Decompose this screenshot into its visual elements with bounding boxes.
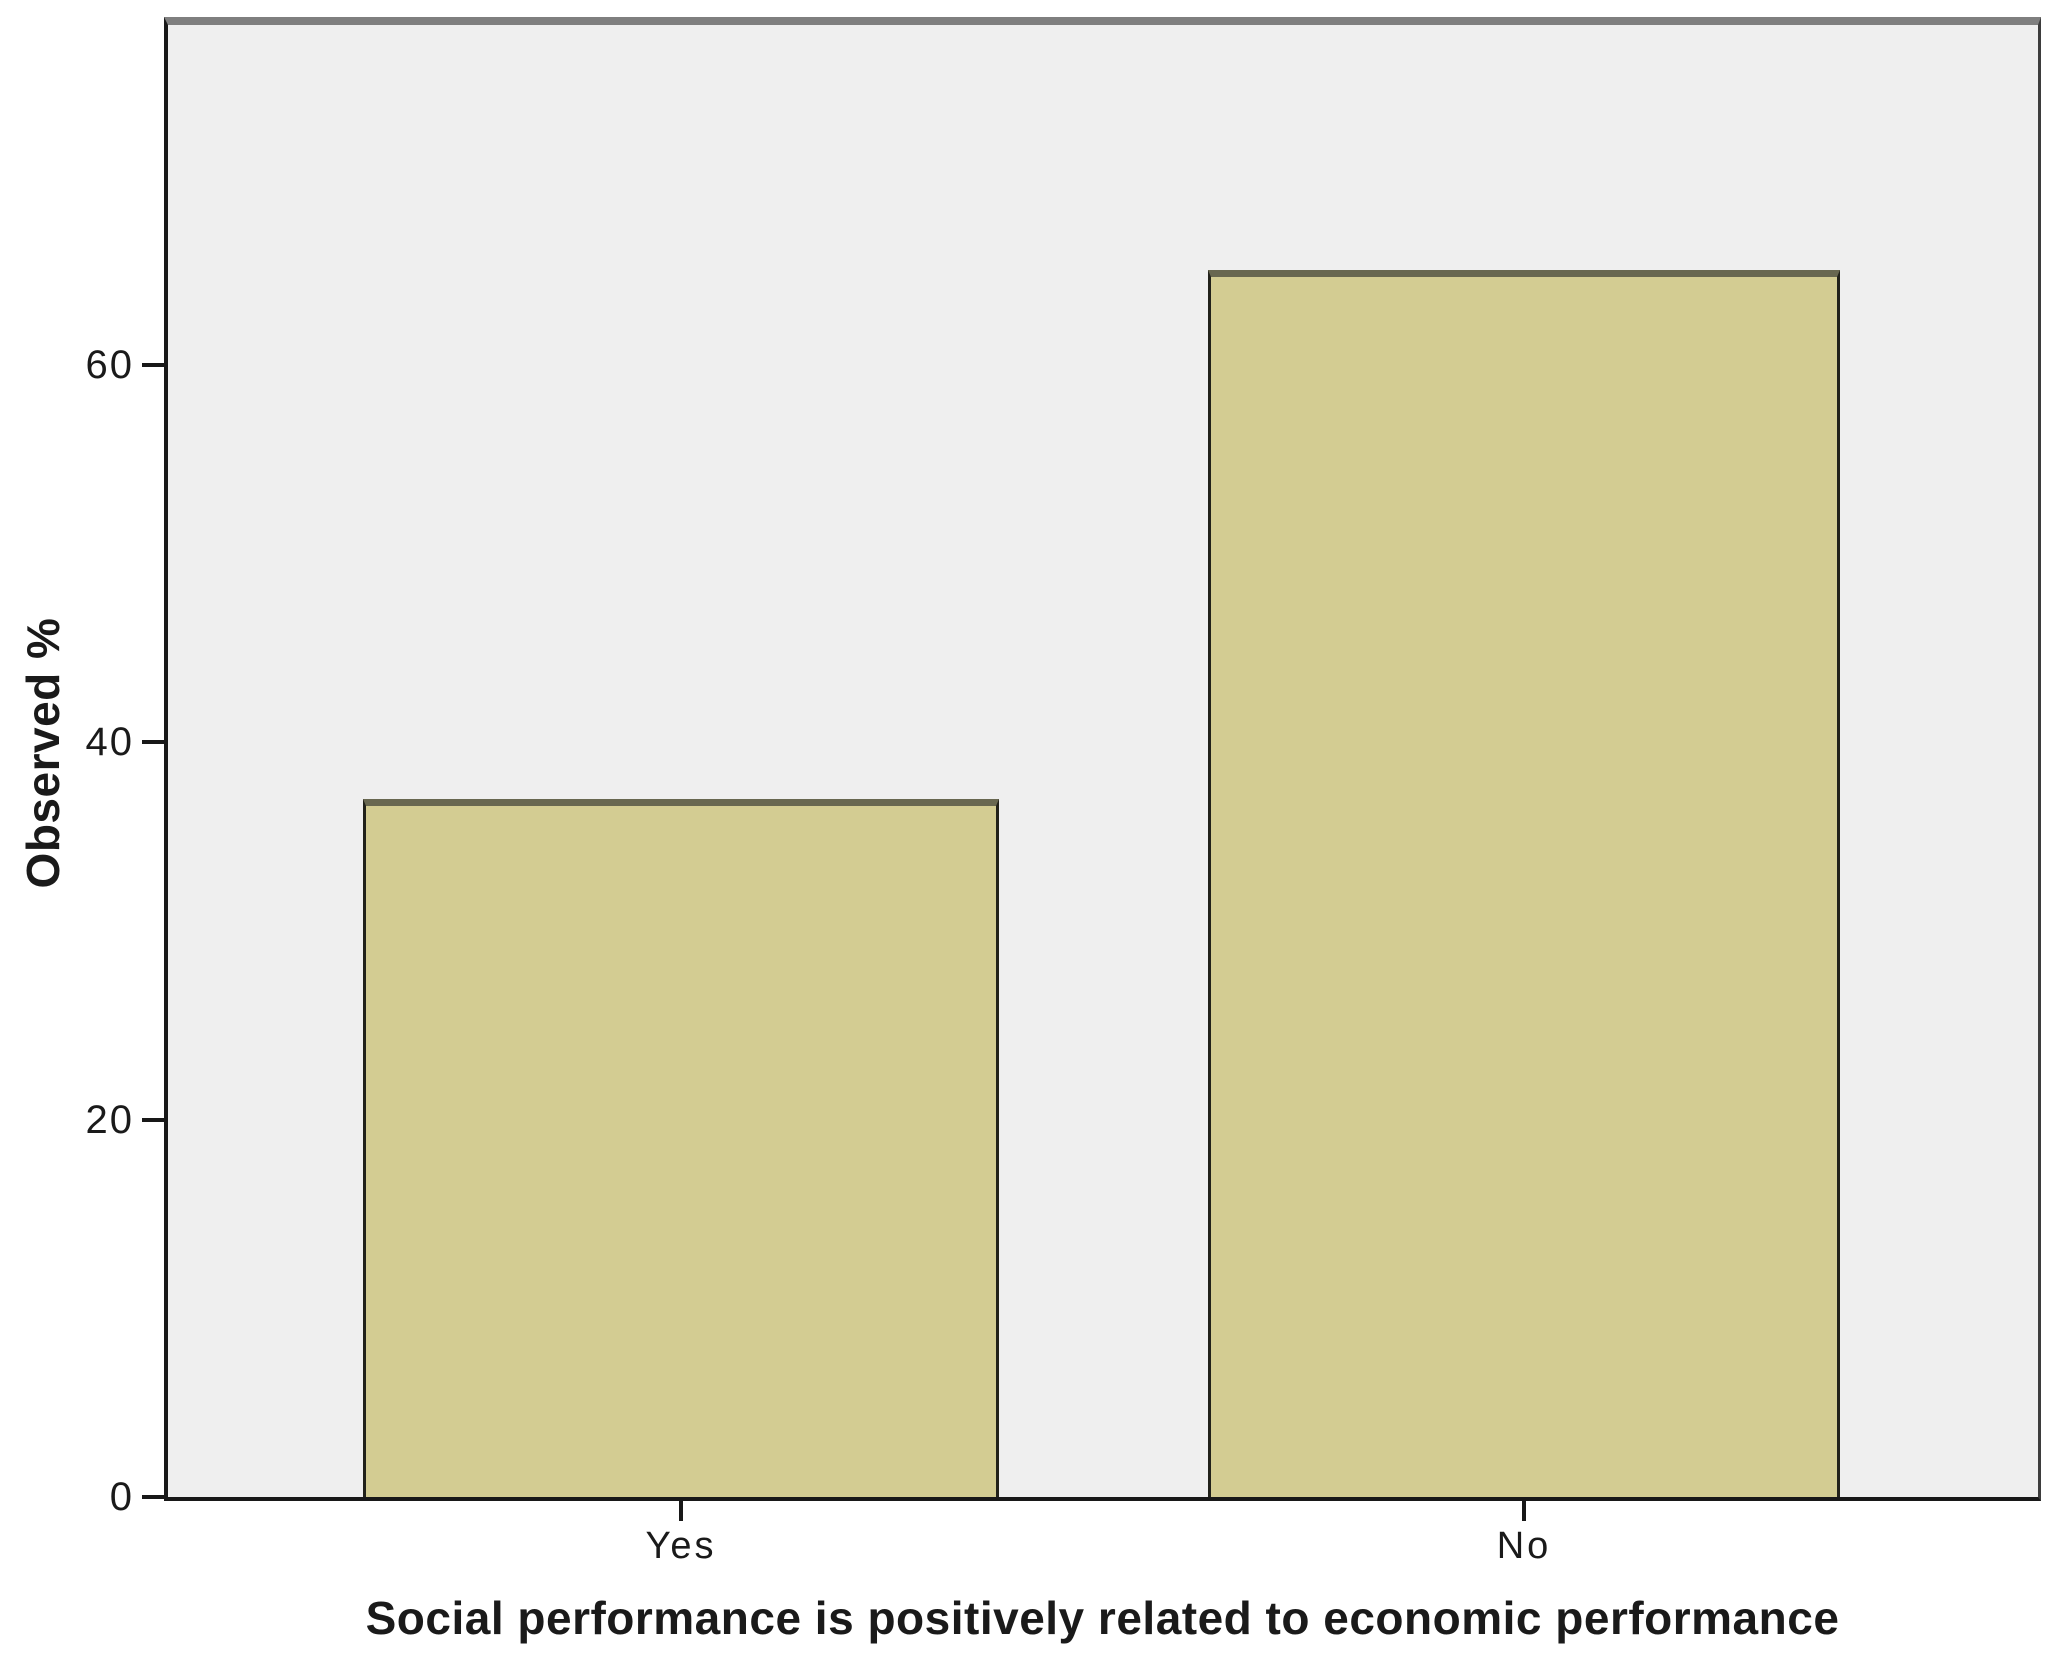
- x-tick-mark-yes: [679, 1501, 683, 1521]
- y-tick-label-40: 40: [85, 720, 134, 765]
- x-tick-mark-no: [1522, 1501, 1526, 1521]
- x-axis-title: Social performance is positively related…: [365, 1592, 1840, 1644]
- y-tick-mark-20: [142, 1117, 164, 1122]
- y-tick-label-60: 60: [85, 342, 134, 387]
- x-tick-label-yes: Yes: [645, 1525, 717, 1567]
- y-tick-mark-0: [142, 1495, 164, 1499]
- x-tick-label-no: No: [1496, 1525, 1552, 1567]
- y-tick-label-20: 20: [85, 1097, 134, 1142]
- bar-no: [1208, 270, 1840, 1497]
- y-tick-label-0: 0: [109, 1475, 134, 1519]
- plot-area: 0 20 40 60 Yes No: [86, 17, 2041, 1565]
- y-tick-mark-40: [142, 740, 164, 745]
- y-tick-mark-60: [142, 362, 164, 367]
- bar-yes: [363, 798, 999, 1497]
